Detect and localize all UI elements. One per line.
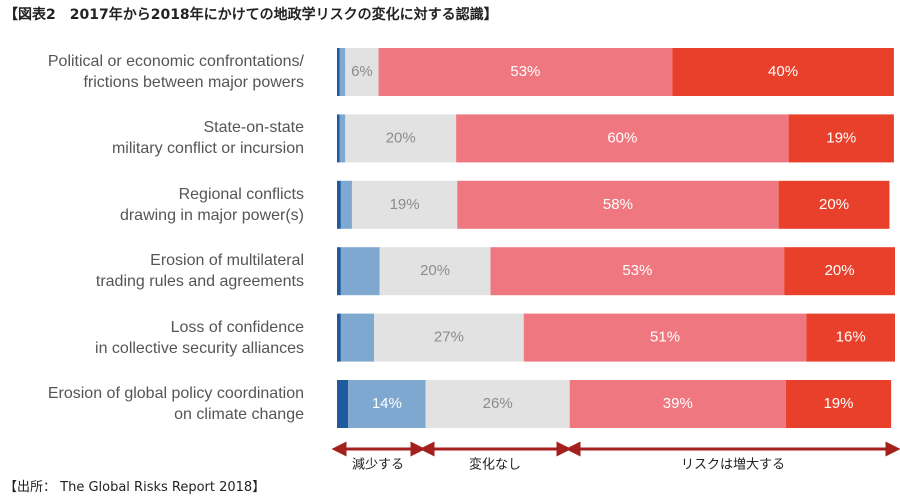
bar-segment <box>340 313 375 362</box>
value-label: 39% <box>663 395 693 412</box>
bar-segment <box>337 114 340 163</box>
value-label: 20% <box>386 129 416 146</box>
bar-segment <box>339 114 346 163</box>
source: 【出所： The Global Risks Report 2018】 <box>4 480 266 495</box>
bar-segment <box>523 313 807 362</box>
category-label: Loss of confidence in collective securit… <box>95 318 304 357</box>
category-label: State-on-state military conflict or incu… <box>111 119 304 158</box>
value-label: 14% <box>372 395 402 412</box>
value-label: 20% <box>420 262 450 279</box>
category-label: Political or economic confrontations/ fr… <box>47 53 304 91</box>
value-label: 26% <box>483 395 513 412</box>
bar-segment <box>569 380 786 428</box>
value-label: 60% <box>607 129 637 146</box>
category-label: Regional conflicts drawing in major powe… <box>119 185 304 224</box>
category-label: Erosion of multilateral trading rules an… <box>95 252 304 291</box>
bar-segment <box>351 180 458 229</box>
bar-segment <box>490 247 785 296</box>
value-label: 6% <box>351 63 373 80</box>
bar-segment <box>339 48 346 96</box>
bar-segment <box>348 380 426 428</box>
bar-segment <box>456 114 789 163</box>
value-label: 19% <box>823 395 853 412</box>
bar-segment <box>337 313 341 362</box>
legend-label: 変化なし <box>469 456 521 471</box>
bar-segment <box>379 247 491 296</box>
legend-label: リスクは増大する <box>681 456 785 471</box>
bar-segment <box>778 180 890 229</box>
category-label: Erosion of global policy coordination on… <box>47 385 304 423</box>
value-label: 53% <box>510 63 540 80</box>
bar-segment <box>345 48 379 96</box>
value-label: 19% <box>390 196 420 213</box>
bar-segment <box>340 247 380 296</box>
bar-segment <box>345 114 457 163</box>
bar-segment <box>337 48 340 96</box>
bar-segment <box>374 313 524 362</box>
value-label: 27% <box>434 329 464 346</box>
bar-segment <box>672 48 894 96</box>
value-label: 58% <box>603 196 633 213</box>
bar-segment <box>806 313 895 362</box>
value-label: 51% <box>650 329 680 346</box>
bar-segment <box>457 180 779 229</box>
bar-segment <box>378 48 673 96</box>
chart-title: 【図表2 2017年から2018年にかけての地政学リスクの変化に対する認識】 <box>4 7 498 23</box>
value-label: 40% <box>768 63 798 80</box>
value-label: 19% <box>826 129 856 146</box>
value-label: 16% <box>836 329 866 346</box>
bar-segment <box>425 380 570 428</box>
bar-segment <box>340 180 352 229</box>
bar-segment <box>337 180 341 229</box>
bar-segment <box>337 247 341 296</box>
bar-segment <box>785 380 892 428</box>
value-label: 53% <box>622 262 652 279</box>
value-label: 20% <box>819 196 849 213</box>
bar-segment <box>788 114 894 163</box>
bar-segment <box>784 247 895 296</box>
value-label: 20% <box>825 262 855 279</box>
bar-segment <box>337 380 349 428</box>
legend-label: 減少する <box>352 456 404 471</box>
